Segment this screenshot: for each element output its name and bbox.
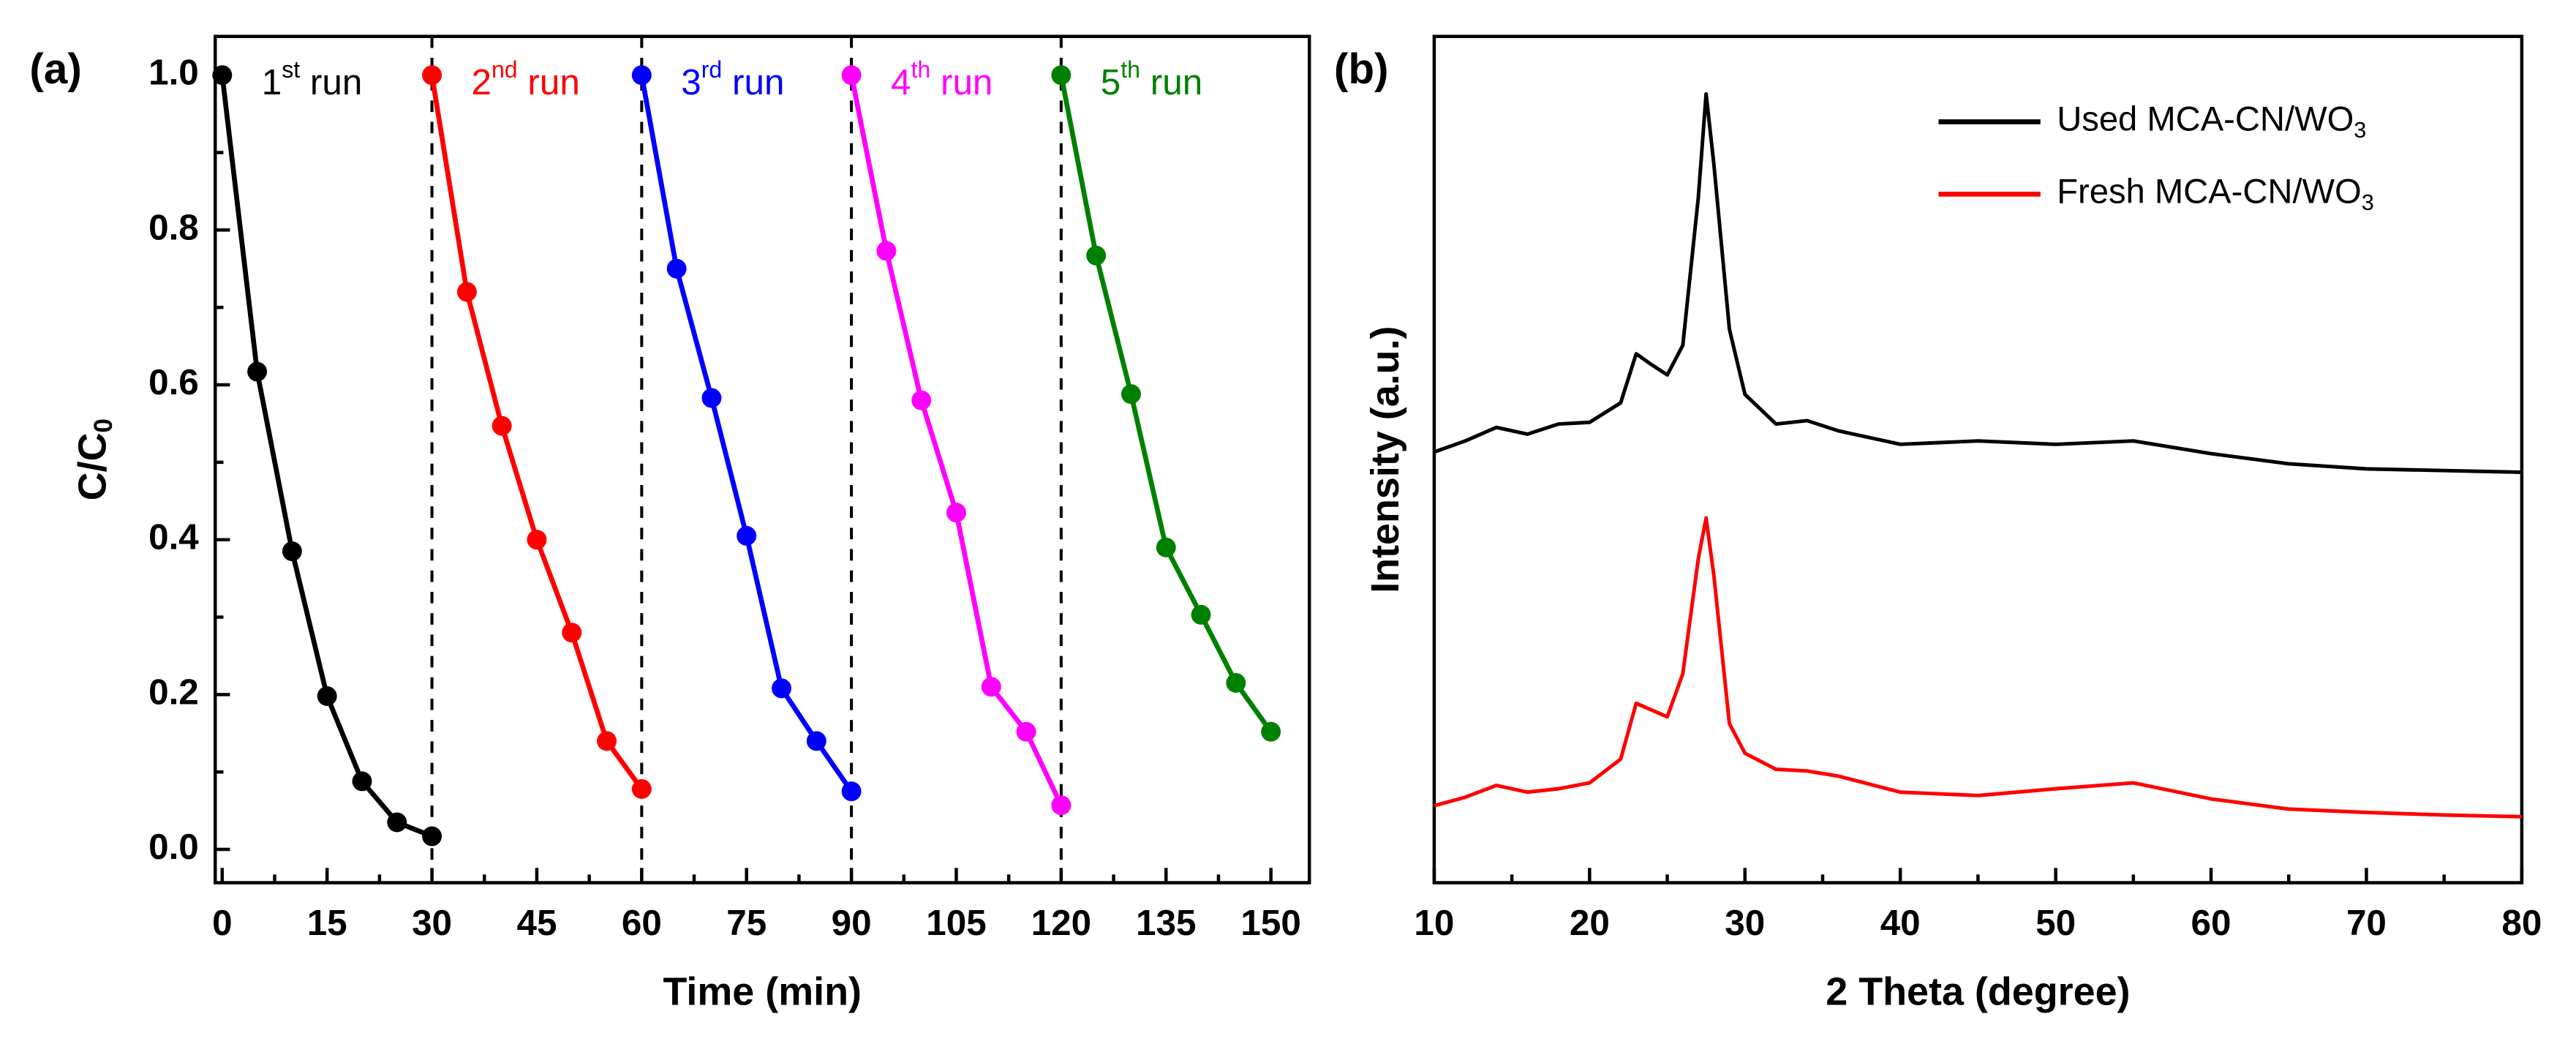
- x-tick-label: 75: [726, 903, 767, 943]
- panel-label: (a): [29, 46, 81, 94]
- plot-frame: [214, 34, 1311, 885]
- data-point: [282, 541, 302, 562]
- x-tick-label: 0: [212, 903, 232, 943]
- series-label: 5th run: [1101, 57, 1202, 103]
- data-point: [1226, 673, 1246, 693]
- x-tick-label: 20: [1570, 903, 1610, 943]
- data-point: [527, 530, 547, 550]
- x-tick-label: 45: [516, 903, 557, 943]
- data-point: [1051, 65, 1072, 86]
- y-tick-label: 0.4: [148, 517, 199, 557]
- series-line: [1434, 91, 2522, 474]
- data-point: [1121, 384, 1141, 405]
- x-tick-label: 80: [2501, 903, 2542, 943]
- x-tick-label: 60: [2191, 903, 2232, 943]
- y-tick-label: 0.0: [148, 827, 199, 867]
- data-point: [631, 65, 652, 86]
- x-tick-label: 90: [832, 903, 872, 943]
- data-point: [352, 771, 372, 792]
- data-point: [1051, 795, 1072, 816]
- data-point: [701, 388, 722, 408]
- data-point: [492, 416, 512, 436]
- y-tick-label: 0.2: [148, 672, 199, 712]
- data-point: [1016, 721, 1036, 742]
- x-tick-label: 40: [1880, 903, 1921, 943]
- x-tick-label: 135: [1136, 903, 1196, 943]
- series-line: [1434, 516, 2522, 819]
- data-point: [1156, 537, 1176, 557]
- x-tick-label: 150: [1240, 903, 1300, 943]
- x-tick-label: 30: [1725, 903, 1765, 943]
- data-point: [772, 678, 791, 699]
- x-tick-label: 15: [307, 903, 347, 943]
- data-point: [387, 812, 407, 833]
- series-line: [639, 75, 854, 793]
- panel-label: (b): [1334, 46, 1389, 94]
- x-tick-label: 70: [2346, 903, 2387, 943]
- data-point: [247, 361, 268, 382]
- data-point: [981, 677, 1001, 697]
- series-label: 2nd run: [471, 57, 579, 103]
- data-point: [911, 390, 932, 410]
- series-label: 1st run: [262, 57, 363, 103]
- data-point: [1191, 604, 1211, 625]
- y-tick-label: 0.6: [148, 362, 199, 402]
- legend-label: Used MCA-CN/WO3: [2057, 99, 2366, 143]
- data-point: [1261, 721, 1281, 742]
- data-point: [1086, 245, 1107, 266]
- series-line: [429, 75, 644, 791]
- data-point: [212, 65, 233, 86]
- data-point: [876, 241, 897, 261]
- series-label: 4th run: [891, 57, 993, 103]
- x-tick-label: 120: [1031, 903, 1091, 943]
- data-point: [841, 65, 862, 86]
- x-tick-label: 105: [926, 903, 986, 943]
- data-point: [597, 731, 617, 751]
- x-axis-title: 2 Theta (degree): [1826, 970, 2130, 1014]
- data-point: [737, 525, 757, 546]
- data-point: [631, 778, 652, 799]
- series-line: [219, 75, 433, 839]
- series-label: 3rd run: [681, 57, 784, 103]
- data-point: [317, 686, 337, 706]
- data-point: [946, 503, 966, 523]
- y-tick-label: 0.8: [148, 207, 199, 247]
- y-axis-title: Intensity (a.u.): [1363, 326, 1407, 593]
- data-point: [666, 258, 687, 279]
- data-point: [422, 65, 442, 86]
- data-point: [456, 282, 477, 302]
- x-tick-label: 30: [412, 903, 452, 943]
- x-tick-label: 50: [2035, 903, 2076, 943]
- series-line: [848, 75, 1063, 807]
- x-tick-label: 10: [1414, 903, 1454, 943]
- y-axis-title: C/C0: [71, 418, 118, 500]
- y-tick-label: 1.0: [148, 53, 199, 93]
- data-point: [841, 781, 862, 802]
- legend-label: Fresh MCA-CN/WO3: [2057, 172, 2374, 215]
- data-point: [562, 623, 582, 643]
- x-axis-title: Time (min): [663, 970, 861, 1014]
- series-line: [1058, 75, 1273, 734]
- data-point: [806, 731, 826, 751]
- x-tick-label: 60: [622, 903, 662, 943]
- data-point: [422, 826, 442, 846]
- plot-frame: [1432, 34, 2524, 885]
